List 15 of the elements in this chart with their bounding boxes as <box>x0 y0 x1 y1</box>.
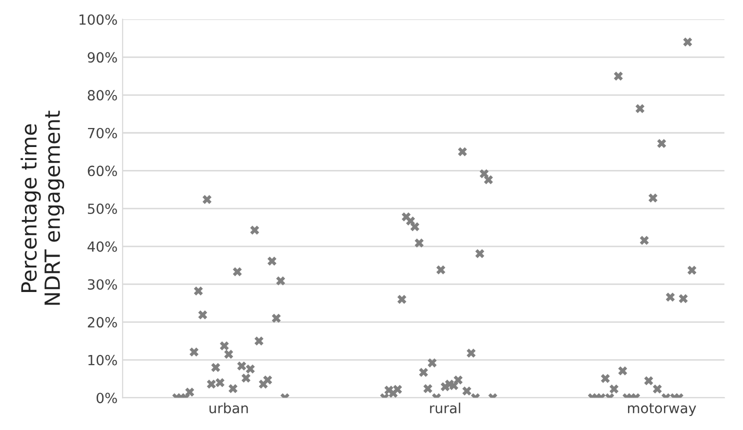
y-tick-label: 0% <box>96 392 117 404</box>
y-tick-label: 60% <box>88 166 117 176</box>
y-axis-title: Percentage time NDRT engagement <box>20 110 64 305</box>
y-tick-label: 20% <box>88 317 117 328</box>
y-tick-label: 40% <box>88 241 117 252</box>
y-tick-label: 70% <box>88 128 117 138</box>
y-tick-label: 50% <box>88 204 117 214</box>
x-tick-label: motorway <box>628 403 696 416</box>
y-tick-label: 80% <box>88 90 117 101</box>
y-tick-label: 100% <box>80 14 117 25</box>
y-tick-label: 90% <box>88 52 117 63</box>
y-tick-label: 10% <box>88 354 117 366</box>
y-tick-label: 30% <box>88 279 117 290</box>
x-tick-label: rural <box>430 402 460 414</box>
x-tick-label: urban <box>210 402 248 414</box>
